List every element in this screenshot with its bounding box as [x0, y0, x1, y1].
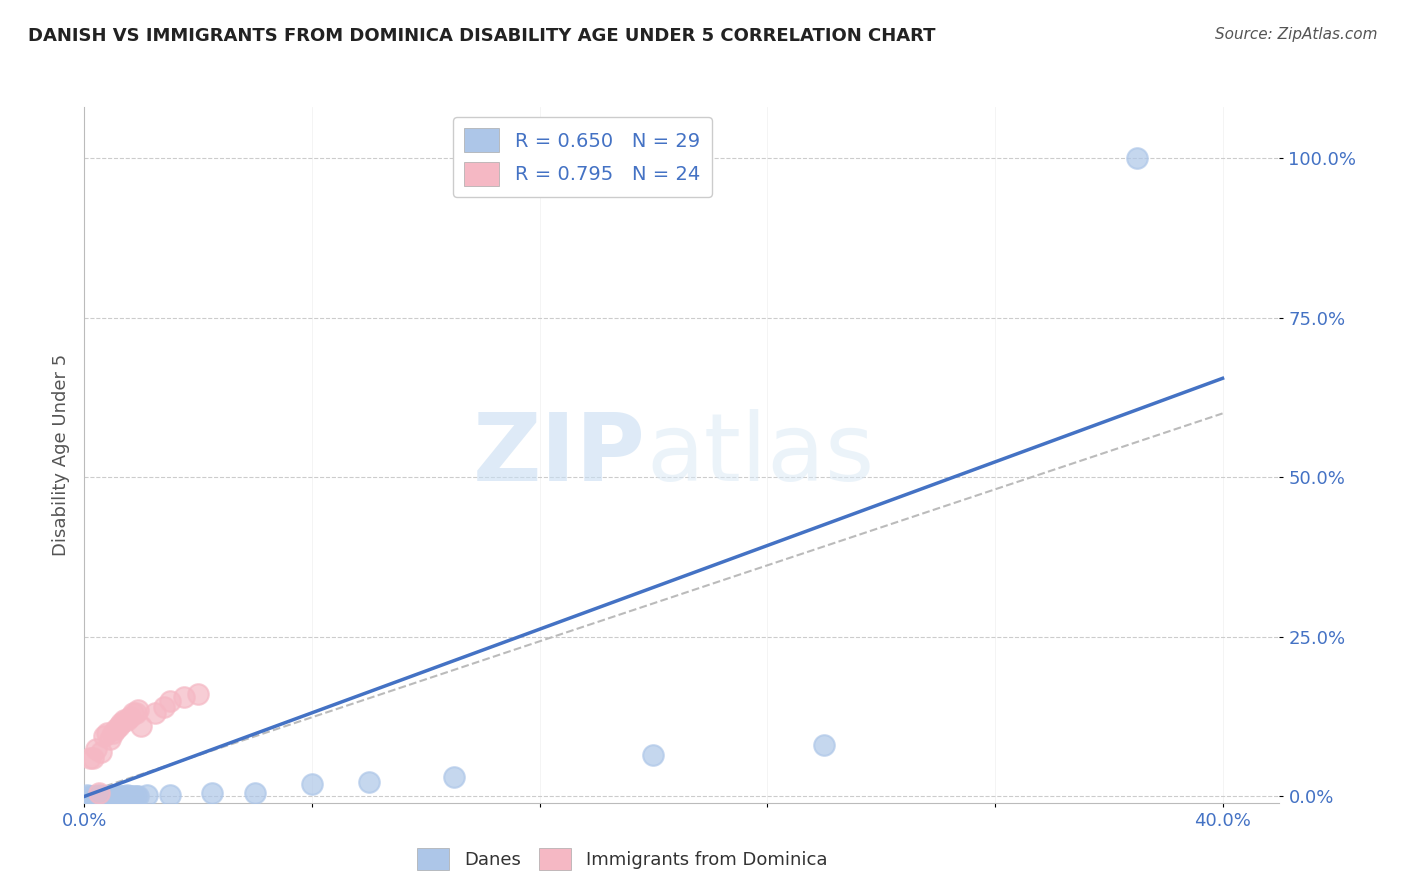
Text: atlas: atlas	[645, 409, 875, 501]
Point	[104, 723, 127, 737]
Point	[115, 788, 138, 802]
Point	[127, 789, 149, 803]
Point	[87, 788, 110, 802]
Legend: Danes, Immigrants from Dominica: Danes, Immigrants from Dominica	[409, 841, 835, 877]
Point	[145, 706, 167, 721]
Point	[129, 719, 152, 733]
Point	[127, 703, 149, 717]
Point	[79, 751, 101, 765]
Point	[301, 777, 323, 791]
Point	[112, 789, 135, 803]
Point	[243, 786, 266, 800]
Point	[121, 789, 143, 803]
Point	[813, 739, 835, 753]
Point	[159, 694, 181, 708]
Point	[96, 789, 118, 803]
Point	[90, 745, 112, 759]
Point	[1126, 151, 1149, 165]
Point	[136, 788, 159, 802]
Point	[115, 713, 138, 727]
Point	[84, 741, 107, 756]
Point	[124, 706, 146, 721]
Point	[76, 788, 98, 802]
Point	[90, 789, 112, 803]
Point	[82, 751, 104, 765]
Point	[118, 789, 141, 803]
Point	[98, 731, 121, 746]
Point	[153, 700, 176, 714]
Point	[124, 789, 146, 803]
Point	[104, 789, 127, 803]
Point	[443, 770, 465, 784]
Point	[107, 789, 129, 803]
Point	[101, 725, 124, 739]
Text: ZIP: ZIP	[474, 409, 645, 501]
Point	[187, 687, 209, 701]
Point	[107, 719, 129, 733]
Text: Source: ZipAtlas.com: Source: ZipAtlas.com	[1215, 27, 1378, 42]
Point	[84, 789, 107, 803]
Point	[173, 690, 195, 705]
Point	[643, 747, 665, 762]
Point	[112, 713, 135, 727]
Point	[110, 789, 132, 803]
Point	[159, 788, 181, 802]
Point	[96, 725, 118, 739]
Point	[79, 789, 101, 803]
Text: DANISH VS IMMIGRANTS FROM DOMINICA DISABILITY AGE UNDER 5 CORRELATION CHART: DANISH VS IMMIGRANTS FROM DOMINICA DISAB…	[28, 27, 935, 45]
Point	[201, 786, 224, 800]
Point	[87, 786, 110, 800]
Point	[118, 709, 141, 723]
Point	[101, 788, 124, 802]
Point	[357, 775, 380, 789]
Point	[110, 716, 132, 731]
Point	[93, 789, 115, 803]
Point	[121, 706, 143, 721]
Point	[93, 729, 115, 743]
Y-axis label: Disability Age Under 5: Disability Age Under 5	[52, 354, 70, 556]
Point	[82, 789, 104, 803]
Point	[98, 789, 121, 803]
